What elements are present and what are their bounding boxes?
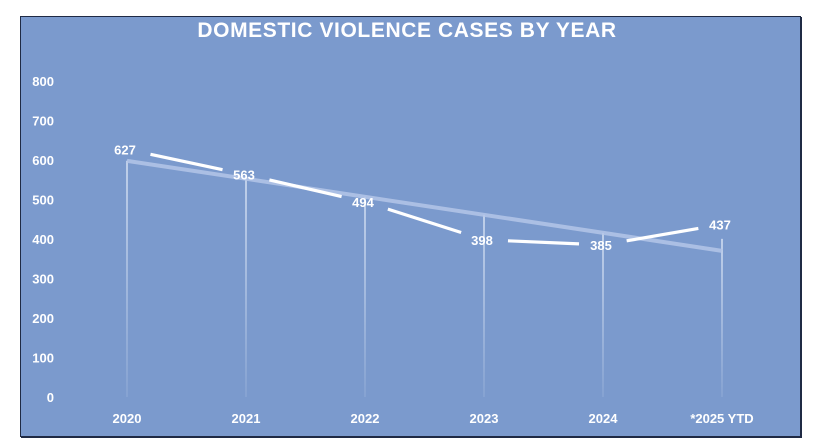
y-tick-label: 400 (32, 232, 54, 247)
y-tick-label: 100 (32, 351, 54, 366)
data-label: 627 (114, 142, 136, 157)
drop-line (126, 160, 128, 397)
x-tick-label: 2021 (232, 411, 261, 426)
data-label: 385 (590, 238, 612, 253)
series-segment (507, 239, 580, 246)
data-series-line (150, 152, 699, 246)
series-segment (269, 178, 342, 199)
drop-line (483, 214, 485, 397)
series-segment (387, 207, 462, 235)
y-tick-label: 0 (47, 390, 54, 405)
y-tick-label: 600 (32, 153, 54, 168)
drop-lines (126, 160, 723, 397)
chart-title: DOMESTIC VIOLENCE CASES BY YEAR (197, 19, 617, 42)
x-tick-label: 2020 (113, 411, 142, 426)
x-tick-label: *2025 YTD (690, 411, 753, 426)
x-tick-label: 2024 (589, 411, 619, 426)
y-tick-label: 300 (32, 272, 54, 287)
data-labels: 627 563 494 398 385 437 (114, 142, 731, 253)
drop-line (245, 178, 247, 397)
y-tick-label: 200 (32, 311, 54, 326)
series-segment (150, 152, 223, 172)
data-label: 398 (471, 233, 493, 248)
y-tick-label: 800 (32, 74, 54, 89)
x-tick-label: 2023 (470, 411, 499, 426)
x-axis-labels: 2020 2021 2022 2023 2024 *2025 YTD (113, 411, 754, 426)
drop-line (721, 238, 723, 397)
data-label: 437 (709, 217, 731, 232)
chart-frame (20, 16, 801, 437)
linear-trendline (126, 158, 723, 253)
drop-line (364, 196, 366, 397)
y-tick-label: 700 (32, 114, 54, 129)
data-label: 563 (233, 168, 255, 183)
data-label: 494 (352, 195, 374, 210)
y-tick-label: 500 (32, 193, 54, 208)
y-axis-labels: 0 100 200 300 400 500 600 700 800 (32, 74, 54, 405)
series-segment (626, 226, 699, 243)
trendline (126, 158, 723, 253)
x-tick-label: 2022 (351, 411, 380, 426)
drop-line (602, 232, 604, 397)
